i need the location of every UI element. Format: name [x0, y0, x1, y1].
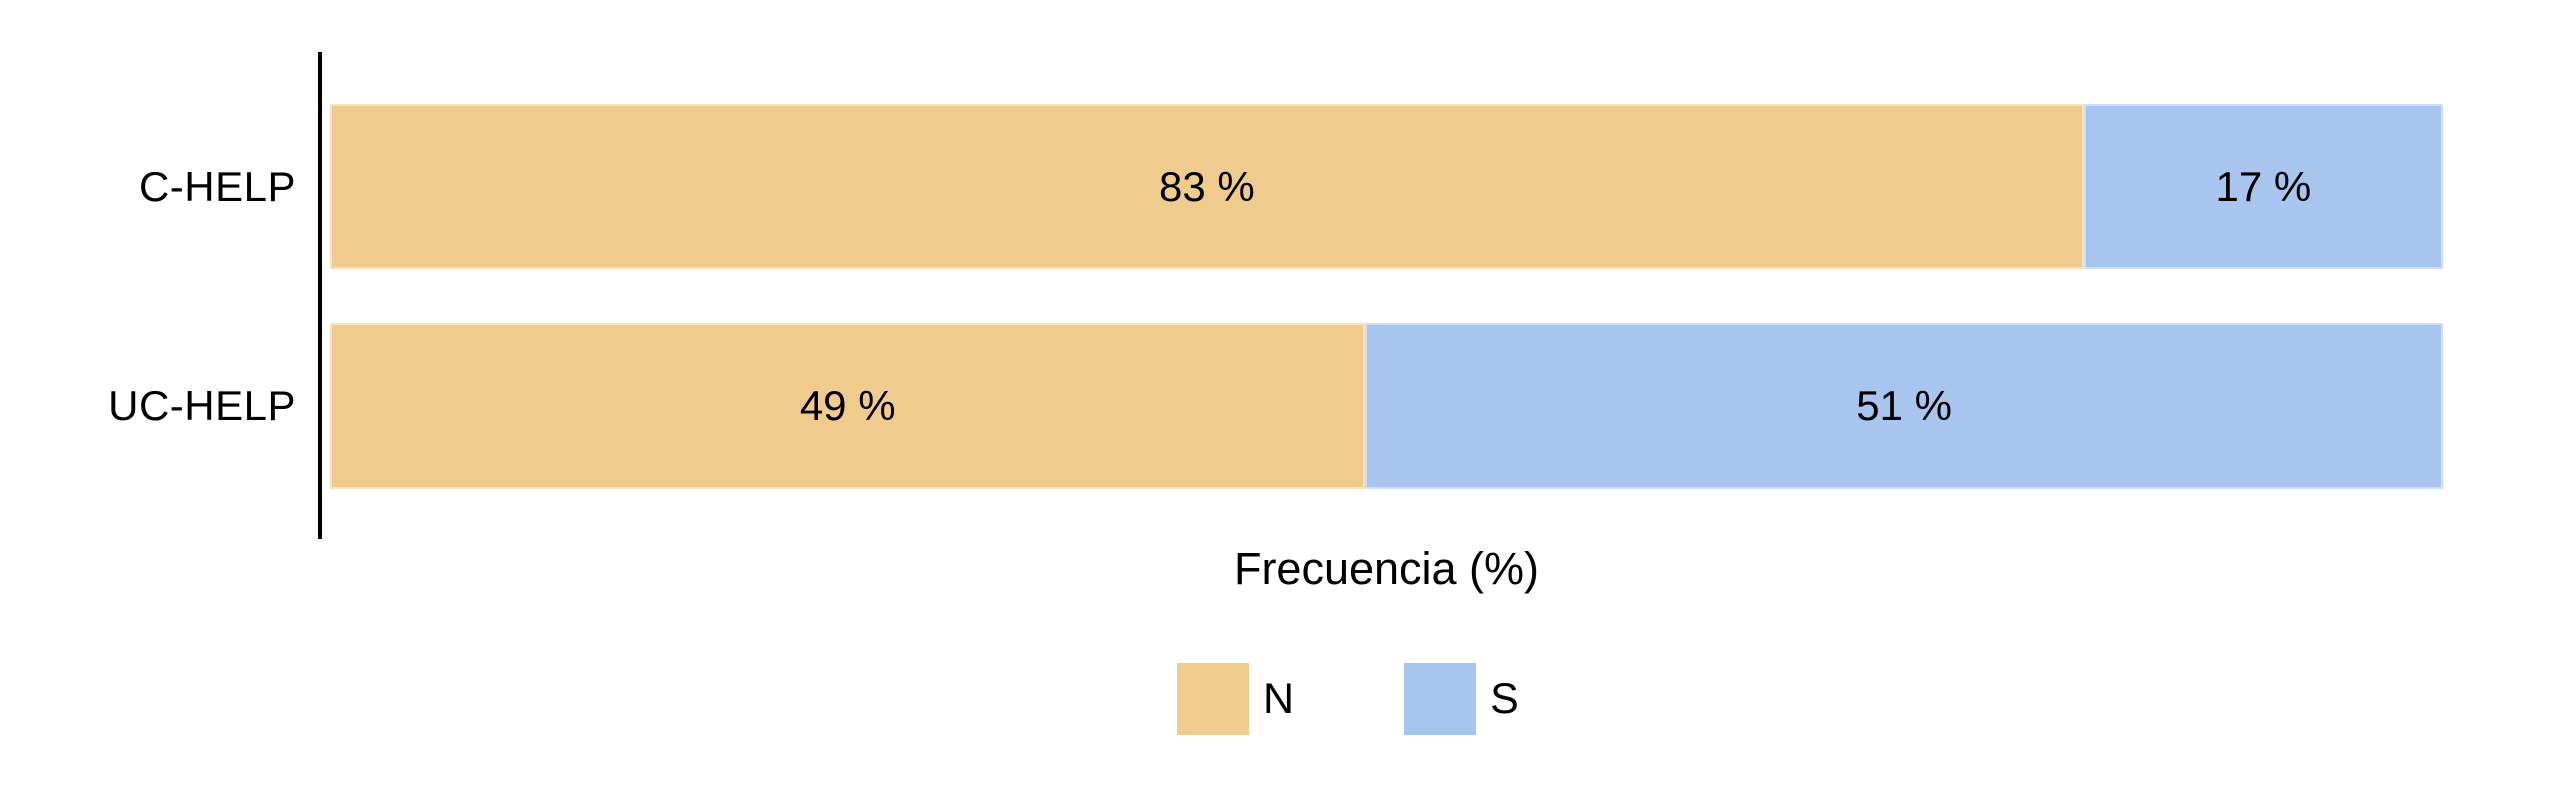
legend-label-s: S: [1490, 674, 1519, 723]
bar-row: 83 % 17 %: [330, 104, 2443, 269]
segment-value-label: 49 %: [799, 382, 896, 429]
bar-segment-s: 51 %: [1365, 323, 2443, 489]
segment-value-label: 51 %: [1856, 382, 1953, 429]
bar-segment-n: 49 %: [330, 323, 1366, 489]
legend-swatch-n: [1177, 663, 1249, 735]
y-axis-line: [318, 52, 322, 539]
x-axis-title: Frecuencia (%): [1233, 543, 1540, 594]
legend-entry-s: S: [1404, 663, 1519, 735]
bar-row: 49 % 51 %: [330, 323, 2443, 489]
segment-value-label: 17 %: [2215, 162, 2312, 210]
segment-value-label: 83 %: [1159, 162, 1255, 210]
bar-segment-n: 83 %: [330, 104, 2084, 269]
legend-entry-n: N: [1177, 663, 1294, 735]
category-label: UC-HELP: [108, 382, 296, 429]
legend-label-n: N: [1263, 674, 1295, 723]
bar-segment-s: 17 %: [2083, 104, 2443, 269]
legend-swatch-s: [1404, 663, 1477, 735]
category-label: C-HELP: [138, 162, 296, 210]
